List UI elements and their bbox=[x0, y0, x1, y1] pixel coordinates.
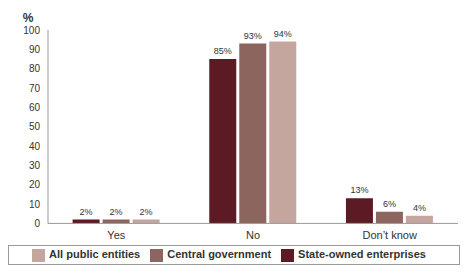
svg-text:40: 40 bbox=[29, 141, 41, 152]
html-text:All public entities: All public entities bbox=[49, 248, 141, 261]
svg-text:70: 70 bbox=[29, 83, 41, 94]
svg-text:100: 100 bbox=[23, 25, 40, 36]
svg-text:4%: 4% bbox=[413, 203, 426, 213]
svg-text:94%: 94% bbox=[274, 29, 292, 39]
svg-text:Yes: Yes bbox=[107, 229, 125, 241]
svg-text:2%: 2% bbox=[80, 207, 93, 217]
svg-text:85%: 85% bbox=[214, 46, 232, 56]
svg-text:30: 30 bbox=[29, 160, 41, 171]
svg-text:20: 20 bbox=[29, 179, 41, 190]
svg-text:90: 90 bbox=[29, 44, 41, 55]
svg-text:6%: 6% bbox=[383, 199, 396, 209]
svg-text:93%: 93% bbox=[244, 31, 262, 41]
svg-text:80: 80 bbox=[29, 63, 41, 74]
svg-text:No: No bbox=[246, 229, 260, 241]
svg-text:13%: 13% bbox=[350, 185, 368, 195]
svg-text:2%: 2% bbox=[140, 207, 153, 217]
html-text:Central government: Central government bbox=[167, 248, 272, 261]
html-text:State-owned enterprises: State-owned enterprises bbox=[298, 248, 426, 261]
svg-text:Don’t know: Don’t know bbox=[362, 229, 416, 241]
svg-text:%: % bbox=[23, 11, 34, 25]
svg-text:0: 0 bbox=[34, 218, 40, 229]
svg-text:2%: 2% bbox=[110, 207, 123, 217]
svg-text:50: 50 bbox=[29, 121, 41, 132]
svg-text:10: 10 bbox=[29, 199, 41, 210]
svg-text:60: 60 bbox=[29, 102, 41, 113]
